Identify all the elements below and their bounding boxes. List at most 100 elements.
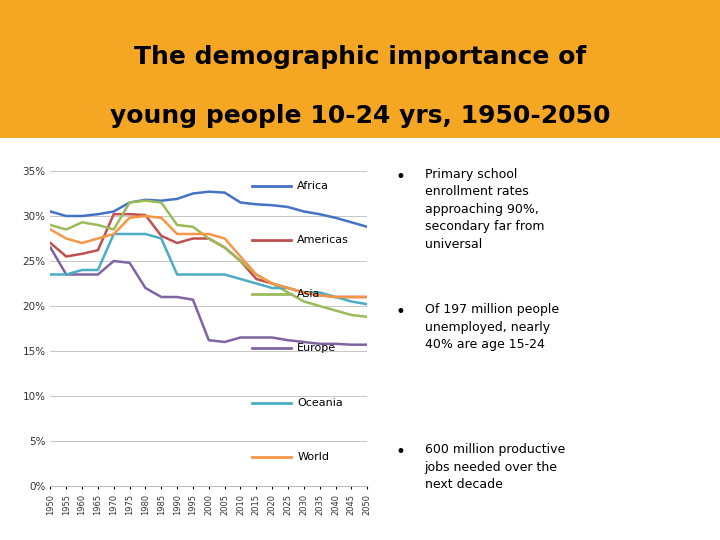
Oceania — [204, 271, 213, 278]
Asia — [94, 222, 102, 228]
World — [236, 253, 245, 260]
Europe — [315, 341, 324, 347]
World — [220, 235, 229, 242]
Europe — [252, 334, 261, 341]
World — [46, 226, 55, 233]
Asia — [157, 199, 166, 206]
Text: •: • — [395, 167, 405, 186]
Asia — [236, 258, 245, 264]
Text: World: World — [297, 452, 329, 462]
Line: Oceania: Oceania — [50, 234, 367, 304]
Americas — [157, 233, 166, 239]
Text: •: • — [395, 303, 405, 321]
Europe — [109, 258, 118, 264]
Europe — [363, 341, 372, 348]
Text: Oceania: Oceania — [297, 397, 343, 408]
Americas — [109, 211, 118, 218]
Text: Primary school
enrollment rates
approaching 90%,
secondary far from
universal: Primary school enrollment rates approach… — [425, 167, 544, 251]
Asia — [141, 198, 150, 204]
Oceania — [109, 231, 118, 237]
Europe — [173, 294, 181, 300]
Europe — [204, 337, 213, 343]
Americas — [189, 235, 197, 242]
Americas — [284, 285, 292, 291]
Text: Of 197 million people
unemployed, nearly
40% are age 15-24: Of 197 million people unemployed, nearly… — [425, 303, 559, 352]
Africa — [284, 204, 292, 210]
Asia — [315, 303, 324, 309]
Asia — [220, 244, 229, 251]
Oceania — [252, 280, 261, 287]
World — [173, 231, 181, 237]
Text: Africa: Africa — [297, 181, 329, 191]
Europe — [236, 334, 245, 341]
Americas — [78, 251, 86, 257]
World — [78, 240, 86, 246]
Oceania — [284, 285, 292, 291]
World — [94, 235, 102, 242]
Line: Asia: Asia — [50, 201, 367, 317]
Text: Europe: Europe — [297, 343, 336, 353]
Americas — [315, 292, 324, 299]
Oceania — [141, 231, 150, 237]
Americas — [125, 211, 134, 218]
Text: Asia: Asia — [297, 289, 320, 299]
Asia — [347, 312, 356, 318]
Europe — [46, 244, 55, 251]
World — [157, 214, 166, 221]
World — [284, 285, 292, 291]
Oceania — [347, 298, 356, 305]
Africa — [300, 208, 308, 215]
Asia — [62, 226, 71, 233]
Oceania — [189, 271, 197, 278]
Oceania — [363, 301, 372, 307]
World — [331, 294, 340, 300]
Europe — [157, 294, 166, 300]
Asia — [363, 314, 372, 320]
Asia — [268, 280, 276, 287]
Asia — [173, 222, 181, 228]
Asia — [78, 219, 86, 226]
Americas — [204, 235, 213, 242]
Africa — [62, 213, 71, 219]
Text: The demographic importance of: The demographic importance of — [134, 45, 586, 69]
Africa — [347, 219, 356, 226]
Americas — [331, 294, 340, 300]
Americas — [363, 294, 372, 300]
Americas — [300, 289, 308, 296]
Americas — [141, 212, 150, 218]
Africa — [94, 211, 102, 218]
Asia — [189, 224, 197, 230]
Text: Americas: Americas — [297, 235, 349, 245]
Africa — [125, 199, 134, 206]
Africa — [157, 198, 166, 204]
World — [252, 271, 261, 278]
Oceania — [331, 294, 340, 300]
Africa — [173, 195, 181, 202]
Asia — [300, 298, 308, 305]
Oceania — [94, 267, 102, 273]
Africa — [78, 213, 86, 219]
Africa — [109, 208, 118, 215]
World — [347, 294, 356, 300]
Americas — [252, 276, 261, 282]
Europe — [141, 285, 150, 291]
Europe — [331, 341, 340, 347]
World — [268, 280, 276, 287]
Europe — [62, 271, 71, 278]
Line: Americas: Americas — [50, 214, 367, 297]
Americas — [347, 294, 356, 300]
Americas — [236, 258, 245, 264]
Asia — [46, 222, 55, 228]
Americas — [62, 253, 71, 260]
Americas — [46, 240, 55, 246]
Line: Europe: Europe — [50, 247, 367, 345]
Europe — [284, 337, 292, 343]
Oceania — [315, 289, 324, 296]
World — [315, 292, 324, 299]
Text: •: • — [395, 443, 405, 461]
Europe — [220, 339, 229, 345]
Europe — [78, 271, 86, 278]
Africa — [236, 199, 245, 206]
Oceania — [173, 271, 181, 278]
Africa — [331, 214, 340, 221]
